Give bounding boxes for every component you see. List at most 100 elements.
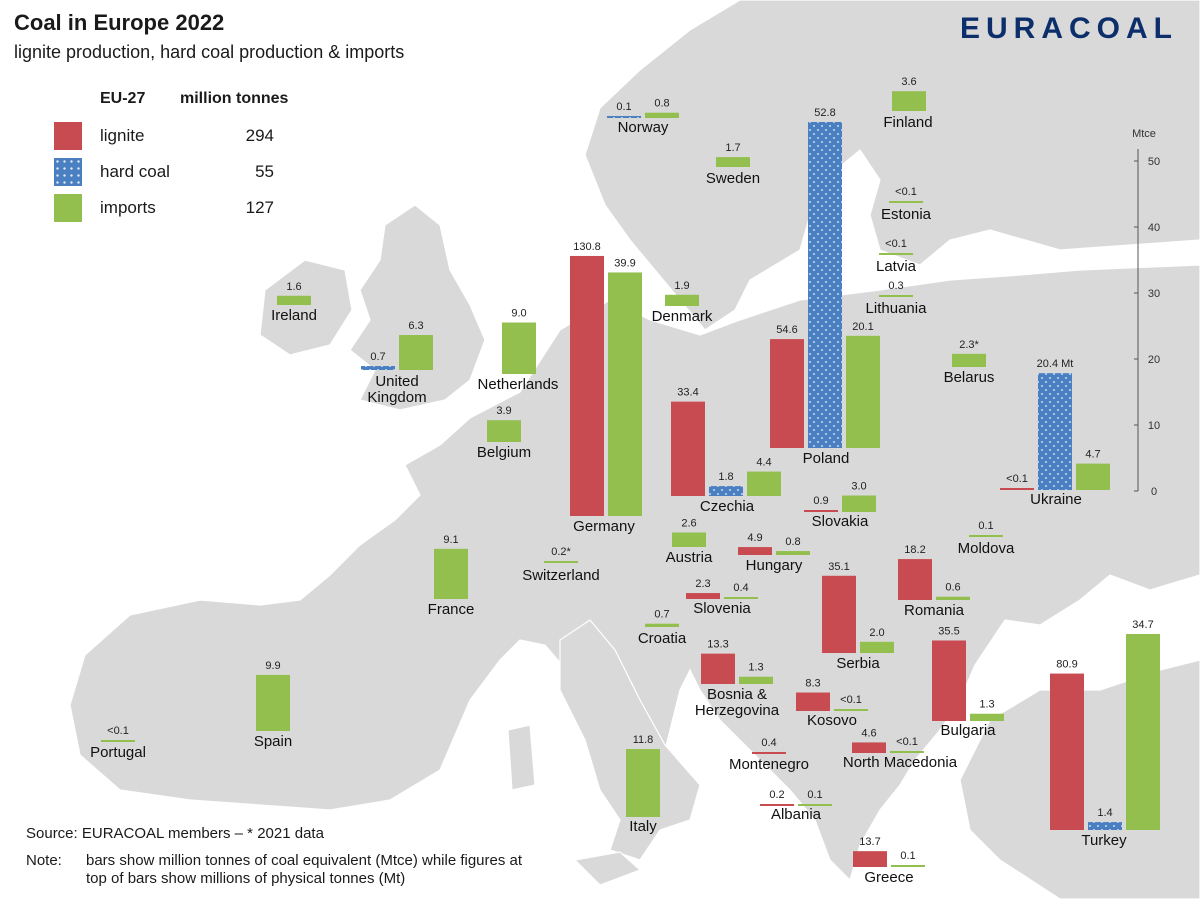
country-label-poland: Poland: [803, 450, 850, 467]
country-label-serbia: Serbia: [836, 655, 880, 672]
country-label-slovenia: Slovenia: [693, 600, 751, 617]
netherlands-imports-bar: [502, 322, 536, 374]
czechia-hard-coal-value-label: 1.8: [718, 471, 733, 483]
country-estonia: <0.1: [889, 186, 923, 203]
country-label-united-kingdom: United Kingdom: [367, 373, 426, 406]
country-label-ireland: Ireland: [271, 307, 317, 324]
lignite-swatch: [54, 122, 82, 150]
country-montenegro: 0.4: [752, 737, 786, 754]
country-label-belgium: Belgium: [477, 444, 531, 461]
romania-lignite-value-label: 18.2: [904, 544, 925, 556]
country-label-czechia: Czechia: [700, 498, 755, 515]
country-label-germany: Germany: [573, 518, 635, 535]
montenegro-lignite-value-label: 0.4: [761, 737, 776, 749]
moldova-imports-bar: [969, 535, 1003, 537]
slovenia-imports-bar: [724, 597, 758, 599]
albania-imports-bar: [798, 804, 832, 806]
ukraine-hard-coal-bar: [1038, 373, 1072, 490]
sicily-landmass: [573, 851, 642, 886]
country-label-norway: Norway: [618, 119, 669, 136]
source-note: Source: EURACOAL members – * 2021 data: [26, 825, 324, 842]
ukraine-imports-bar: [1076, 463, 1110, 490]
country-label-bosnia-and-herzegovina: Bosnia & Herzegovina: [695, 686, 780, 719]
country-norway: 0.1 0.8: [607, 98, 679, 118]
bosnia-and-herzegovina-imports-bar: [739, 676, 773, 684]
country-latvia: <0.1: [879, 238, 913, 255]
country-portugal: <0.1: [101, 725, 135, 742]
legend-item-imports: imports 127: [54, 194, 274, 224]
legend-unit: million tonnes: [180, 90, 289, 107]
germany-lignite-bar: [570, 255, 604, 516]
country-label-france: France: [428, 601, 475, 618]
legend-value: 55: [255, 162, 274, 181]
poland-imports-value-label: 20.1: [852, 321, 873, 333]
serbia-imports-value-label: 2.0: [869, 627, 884, 639]
country-romania: 18.2 0.6: [898, 544, 970, 600]
map-title: Coal in Europe 2022: [14, 10, 225, 35]
bulgaria-imports-value-label: 1.3: [979, 699, 994, 711]
country-slovenia: 2.3 0.4: [686, 578, 758, 599]
country-denmark: 1.9: [665, 280, 699, 306]
kosovo-imports-value-label: <0.1: [840, 694, 862, 706]
country-italy: 11.8: [626, 734, 660, 817]
country-ukraine: <0.1 20.4 Mt 4.7: [1000, 358, 1110, 490]
great-britain-landmass: [349, 204, 486, 411]
greece-imports-bar: [891, 865, 925, 867]
north-macedonia-imports-value-label: <0.1: [896, 736, 918, 748]
legend-item-lignite: lignite 294: [54, 122, 274, 152]
slovakia-imports-bar: [842, 495, 876, 512]
germany-lignite-value-label: 130.8: [573, 241, 601, 253]
legend-label: hard coal: [100, 162, 170, 181]
legend: EU-27 million tonnes lignite 294 hard co…: [54, 90, 314, 230]
denmark-imports-bar: [665, 294, 699, 306]
country-germany: 130.8 39.9: [570, 241, 642, 516]
ireland-imports-bar: [277, 295, 311, 305]
country-label-bulgaria: Bulgaria: [940, 722, 996, 739]
hungary-lignite-bar: [738, 547, 772, 555]
country-spain: 9.9: [256, 660, 290, 731]
denmark-imports-value-label: 1.9: [674, 280, 689, 292]
norway-imports-bar: [645, 112, 679, 118]
country-moldova: 0.1: [969, 520, 1003, 537]
note-text: bars show million tonnes of coal equival…: [86, 852, 523, 887]
legend-value: 127: [245, 198, 274, 217]
portugal-imports-value-label: <0.1: [107, 725, 129, 737]
country-hungary: 4.9 0.8: [738, 532, 810, 555]
country-united-kingdom: 0.7 6.3: [361, 320, 433, 370]
bulgaria-lignite-value-label: 35.5: [938, 625, 959, 637]
north-macedonia-lignite-value-label: 4.6: [861, 727, 876, 739]
sweden-imports-value-label: 1.7: [725, 142, 740, 154]
country-label-romania: Romania: [904, 602, 965, 619]
country-czechia: 33.4 1.8 4.4: [671, 387, 781, 496]
romania-imports-bar: [936, 596, 970, 600]
germany-imports-bar: [608, 272, 642, 516]
turkey-imports-bar: [1126, 633, 1160, 830]
slovenia-lignite-value-label: 2.3: [695, 578, 710, 590]
czechia-lignite-value-label: 33.4: [677, 387, 698, 399]
hungary-imports-value-label: 0.8: [785, 536, 800, 548]
czechia-imports-value-label: 4.4: [756, 457, 771, 469]
poland-hard-coal-bar: [808, 121, 842, 449]
country-ireland: 1.6: [277, 281, 311, 305]
austria-imports-bar: [672, 532, 706, 547]
country-turkey: 80.9 1.4 34.7: [1050, 619, 1160, 830]
montenegro-lignite-bar: [752, 752, 786, 754]
kosovo-lignite-bar: [796, 692, 830, 711]
country-label-kosovo: Kosovo: [807, 712, 857, 729]
country-label-denmark: Denmark: [652, 308, 713, 325]
axis-tick-label: 10: [1148, 420, 1160, 432]
netherlands-imports-value-label: 9.0: [511, 308, 526, 320]
map-subtitle: lignite production, hard coal production…: [14, 42, 405, 62]
bars-layer: 0.1 0.8 3.6 1.7 <0.1 <0.1 0.3 1.9 1.6 0.7 6.3 9.0 3.…: [101, 76, 1160, 867]
legend-item-hard-coal: hard coal 55: [54, 158, 274, 188]
poland-lignite-value-label: 54.6: [776, 324, 797, 336]
country-label-portugal: Portugal: [90, 744, 146, 761]
country-label-finland: Finland: [883, 114, 932, 131]
albania-lignite-value-label: 0.2: [769, 789, 784, 801]
mainland-europe-landmass: [69, 264, 1200, 882]
legend-value: 294: [245, 126, 274, 145]
country-label-hungary: Hungary: [746, 557, 803, 574]
czechia-imports-bar: [747, 471, 781, 496]
legend-label: lignite: [100, 126, 145, 145]
bosnia-and-herzegovina-lignite-bar: [701, 653, 735, 684]
